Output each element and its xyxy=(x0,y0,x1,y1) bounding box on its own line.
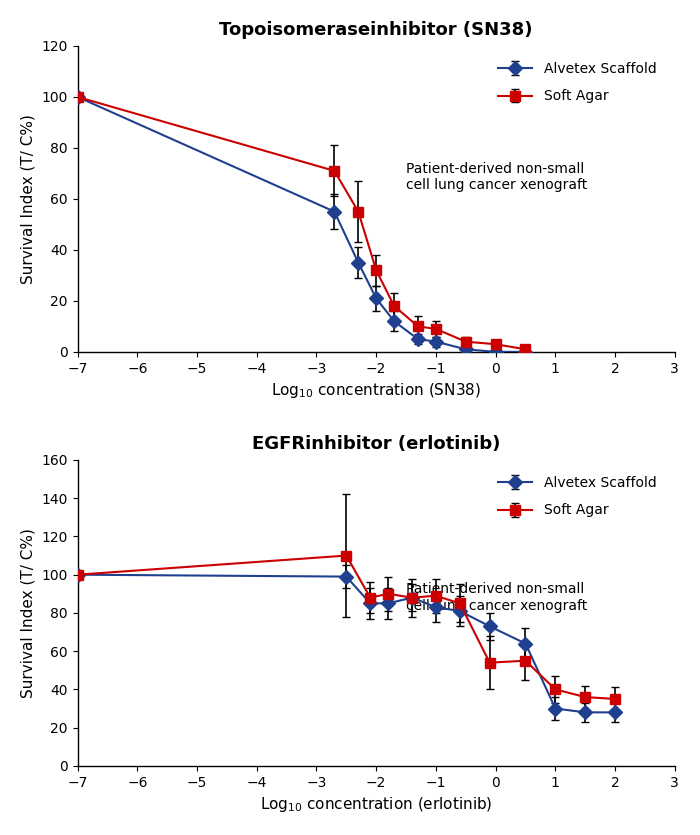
Text: Patient-derived non-small
cell lung cancer xenograft: Patient-derived non-small cell lung canc… xyxy=(406,162,587,192)
Text: Patient-derived non-small
cell lung cancer xenograft: Patient-derived non-small cell lung canc… xyxy=(406,582,587,613)
Y-axis label: Survival Index (T/ C%): Survival Index (T/ C%) xyxy=(21,114,36,284)
X-axis label: Log$_{10}$ concentration (SN38): Log$_{10}$ concentration (SN38) xyxy=(271,381,481,400)
Y-axis label: Survival Index (T/ C%): Survival Index (T/ C%) xyxy=(21,528,36,698)
Title: EGFRinhibitor (erlotinib): EGFRinhibitor (erlotinib) xyxy=(252,435,500,453)
X-axis label: Log$_{10}$ concentration (erlotinib): Log$_{10}$ concentration (erlotinib) xyxy=(260,795,493,814)
Title: Topoisomeraseinhibitor (SN38): Topoisomeraseinhibitor (SN38) xyxy=(220,21,533,39)
Legend: Alvetex Scaffold, Soft Agar: Alvetex Scaffold, Soft Agar xyxy=(492,56,662,109)
Legend: Alvetex Scaffold, Soft Agar: Alvetex Scaffold, Soft Agar xyxy=(492,470,662,523)
